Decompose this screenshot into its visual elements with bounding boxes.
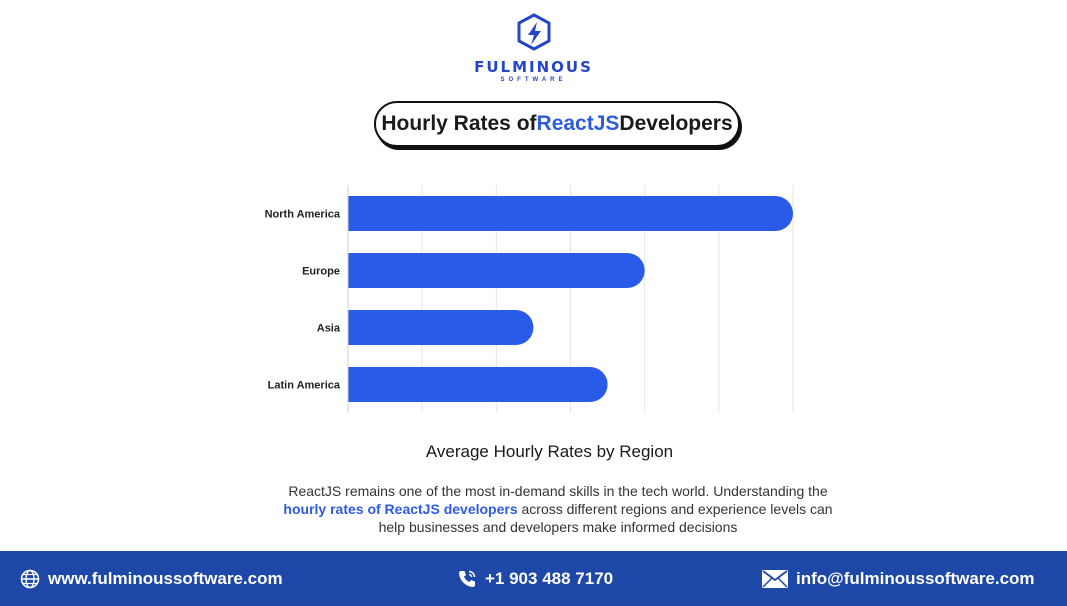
bar (348, 367, 608, 402)
bar-chart: $0$20$40$60$80$100$120North AmericaEurop… (265, 185, 794, 413)
description: ReactJS remains one of the most in-deman… (283, 482, 833, 536)
bar (348, 310, 534, 345)
category-label: Asia (317, 323, 341, 335)
category-label: Latin America (268, 380, 341, 392)
mail-icon (762, 569, 788, 588)
chart-title: Average Hourly Rates by Region (425, 442, 674, 461)
footer-bar: www.fulminoussoftware.com +1 903 488 717… (0, 551, 1067, 606)
description-text-1: ReactJS remains one of the most in-deman… (288, 483, 828, 499)
brand-name: FULMINOUS (474, 58, 593, 76)
email-text: info@fulminoussoftware.com (796, 568, 1035, 588)
title-accent: ReactJS (536, 112, 620, 135)
bar (348, 253, 645, 288)
title-suffix: Developers (619, 112, 733, 135)
brand-logo: FULMINOUS SOFTWARE (0, 12, 1067, 83)
description-text-2: across different regions and experience … (378, 501, 833, 535)
phone-icon (459, 570, 476, 587)
footer-email[interactable]: info@fulminoussoftware.com (762, 569, 1035, 589)
lightning-hexagon-icon (517, 13, 550, 51)
bar (348, 196, 793, 231)
page-title: Hourly Rates of ReactJS Developers (374, 101, 740, 147)
globe-icon (20, 569, 40, 588)
website-text: www.fulminoussoftware.com (48, 568, 283, 588)
description-link[interactable]: hourly rates of ReactJS developers (283, 501, 518, 517)
phone-text: +1 903 488 7170 (485, 568, 614, 588)
title-prefix: Hourly Rates of (381, 112, 537, 135)
footer-website[interactable]: www.fulminoussoftware.com (20, 569, 283, 589)
category-label: Europe (302, 266, 340, 278)
category-label: North America (265, 209, 341, 221)
brand-sub: SOFTWARE (500, 77, 567, 83)
footer-phone[interactable]: +1 903 488 7170 (457, 569, 613, 589)
